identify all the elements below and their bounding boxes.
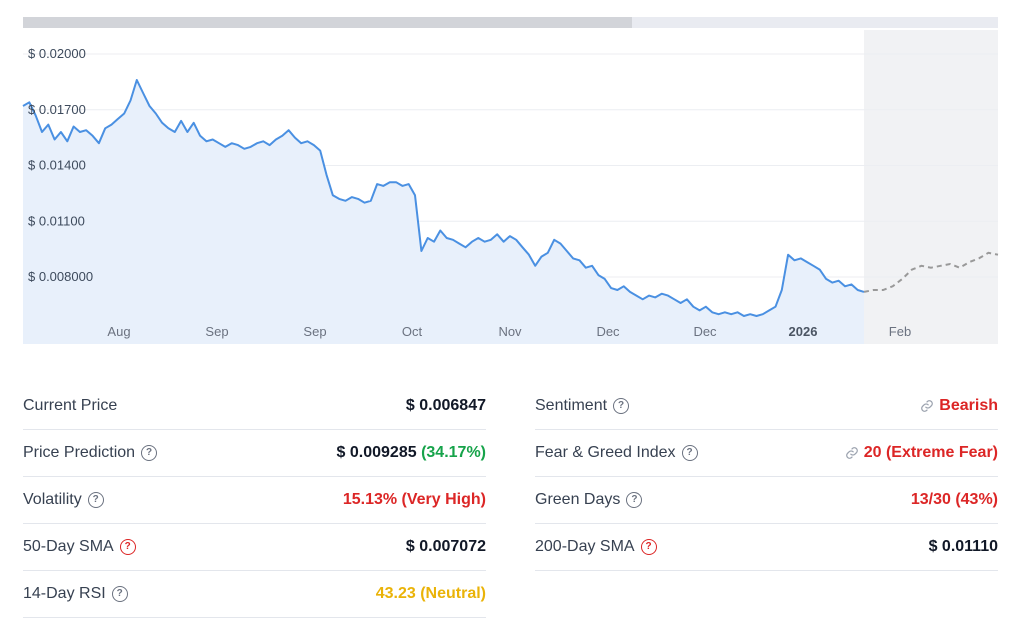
rsi-value: 43.23 (Neutral) <box>375 585 486 602</box>
x-tick-label: 2026 <box>789 324 818 339</box>
stat-row-green-days: Green Days? 13/30 (43%) <box>535 477 998 524</box>
help-icon[interactable]: ? <box>111 586 128 602</box>
sma50-label: 50-Day SMA <box>23 538 114 555</box>
stat-row-price-prediction: Price Prediction? $ 0.009285 (34.17%) <box>23 430 486 477</box>
y-tick-label: $ 0.008000 <box>28 269 93 284</box>
x-tick-label: Dec <box>693 324 717 339</box>
forecast-line <box>863 251 999 293</box>
sma200-label-wrap: 200-Day SMA? <box>535 538 657 556</box>
stat-row-volatility: Volatility? 15.13% (Very High) <box>23 477 486 524</box>
sentiment-value: Bearish <box>939 397 998 414</box>
stats-right-column: Sentiment? Bearish Fear & Greed Index? 2… <box>535 383 998 571</box>
scroll-progress-fill <box>23 17 633 28</box>
stat-row-fear-greed: Fear & Greed Index? 20 (Extreme Fear) <box>535 430 998 477</box>
price-prediction-value: $ 0.009285 <box>336 444 417 461</box>
x-tick-label: Aug <box>107 324 130 339</box>
x-tick-label: Oct <box>402 324 423 339</box>
sentiment-label-wrap: Sentiment? <box>535 397 630 415</box>
help-icon[interactable]: ? <box>141 445 158 461</box>
sentiment-label: Sentiment <box>535 397 608 414</box>
volatility-label: Volatility <box>23 491 82 508</box>
green-days-value: 13/30 (43%) <box>910 491 998 508</box>
scroll-progress-track <box>23 17 998 28</box>
current-price-label: Current Price <box>23 397 118 414</box>
fear-greed-value-wrap[interactable]: 20 (Extreme Fear) <box>845 444 998 462</box>
forecast-region <box>864 30 998 344</box>
help-icon[interactable]: ? <box>119 539 136 555</box>
rsi-label-wrap: 14-Day RSI? <box>23 585 128 603</box>
stat-row-current-price: Current Price $ 0.006847 <box>23 383 486 430</box>
volatility-value: 15.13% (Very High) <box>342 491 486 508</box>
rsi-label: 14-Day RSI <box>23 585 106 602</box>
price-area <box>23 80 864 344</box>
green-days-label-wrap: Green Days? <box>535 491 643 509</box>
stat-row-200-day-sma: 200-Day SMA? $ 0.01110 <box>535 524 998 571</box>
stat-row-14-day-rsi: 14-Day RSI? 43.23 (Neutral) <box>23 571 486 618</box>
y-tick-label: $ 0.01400 <box>28 158 86 173</box>
y-tick-label: $ 0.01100 <box>28 213 85 228</box>
x-tick-label: Feb <box>889 324 911 339</box>
y-tick-label: $ 0.01700 <box>28 102 86 117</box>
price-line <box>22 79 865 317</box>
price-prediction-label-wrap: Price Prediction? <box>23 444 158 462</box>
stat-row-50-day-sma: 50-Day SMA? $ 0.007072 <box>23 524 486 571</box>
sentiment-value-wrap[interactable]: Bearish <box>920 397 998 415</box>
x-tick-label: Sep <box>303 324 326 339</box>
help-icon[interactable]: ? <box>626 492 643 508</box>
price-chart-svg: $ 0.02000 $ 0.01700 $ 0.01400 $ 0.01100 $ 0.… <box>22 30 999 344</box>
sma50-value: $ 0.007072 <box>405 538 486 555</box>
stats-left-column: Current Price $ 0.006847 Price Predictio… <box>23 383 486 618</box>
sma200-value: $ 0.01110 <box>928 538 998 555</box>
help-icon[interactable]: ? <box>613 398 630 414</box>
sma50-label-wrap: 50-Day SMA? <box>23 538 136 556</box>
price-prediction-label: Price Prediction <box>23 444 136 461</box>
fear-greed-value: 20 (Extreme Fear) <box>863 444 998 461</box>
green-days-label: Green Days <box>535 491 621 508</box>
x-tick-label: Dec <box>596 324 620 339</box>
price-chart: $ 0.02000 $ 0.01700 $ 0.01400 $ 0.01100 $ 0.… <box>0 30 1024 350</box>
price-prediction-value-wrap: $ 0.009285 (34.17%) <box>337 444 486 462</box>
help-icon[interactable]: ? <box>640 539 657 555</box>
x-tick-label: Sep <box>205 324 228 339</box>
price-prediction-change: (34.17%) <box>421 444 486 461</box>
link-icon <box>845 447 858 459</box>
x-tick-label: Nov <box>498 324 522 339</box>
y-tick-label: $ 0.02000 <box>28 46 86 61</box>
stat-row-sentiment: Sentiment? Bearish <box>535 383 998 430</box>
fear-greed-label-wrap: Fear & Greed Index? <box>535 444 698 462</box>
current-price-value: $ 0.006847 <box>405 397 486 414</box>
sma200-label: 200-Day SMA <box>535 538 635 555</box>
help-icon[interactable]: ? <box>681 445 698 461</box>
volatility-label-wrap: Volatility? <box>23 491 104 509</box>
link-icon <box>921 400 934 412</box>
help-icon[interactable]: ? <box>87 492 104 508</box>
fear-greed-label: Fear & Greed Index <box>535 444 676 461</box>
